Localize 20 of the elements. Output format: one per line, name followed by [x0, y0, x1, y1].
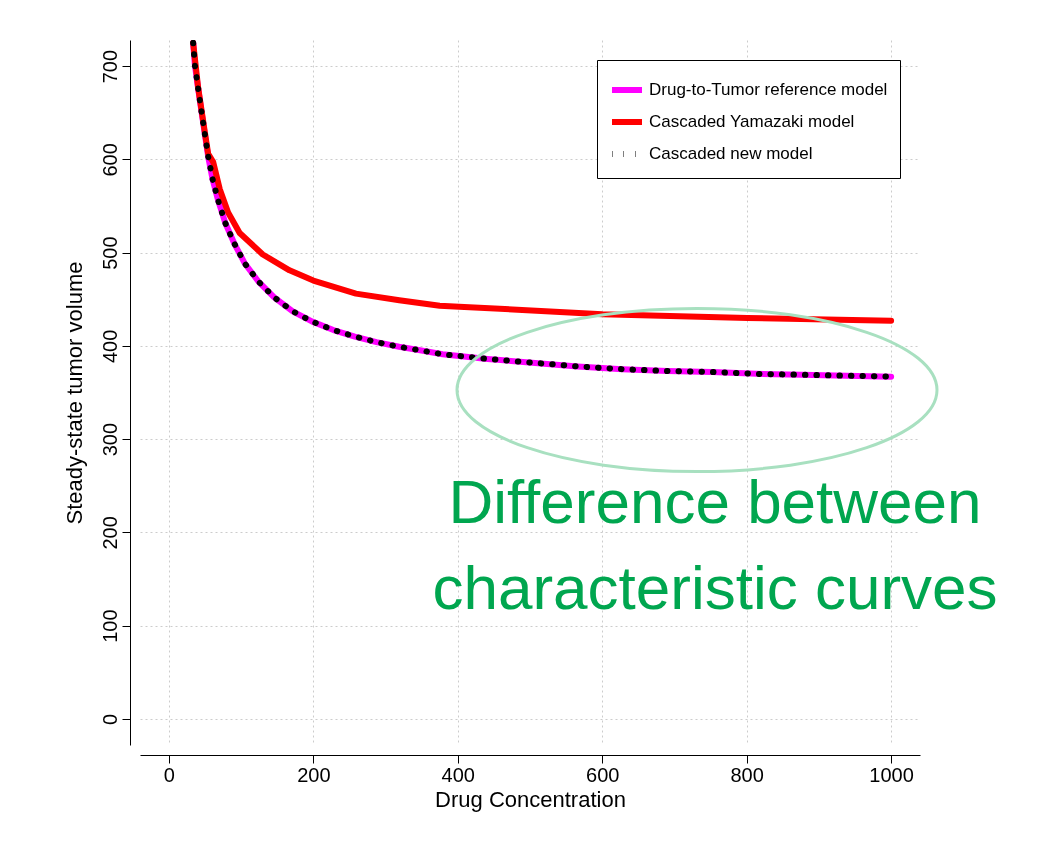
x-tick-label: 200: [297, 763, 331, 786]
x-tick-label: 600: [586, 763, 620, 786]
y-tick-label: 300: [98, 422, 121, 457]
x-tick-label: 0: [163, 763, 175, 786]
legend-label: Cascaded new model: [649, 144, 813, 163]
legend-label: Drug-to-Tumor reference model: [649, 80, 888, 99]
y-tick-label: 700: [98, 49, 121, 84]
y-tick-label: 0: [98, 713, 121, 725]
y-tick-label: 600: [98, 143, 121, 177]
annotation: Difference between characteristic curves: [432, 467, 998, 622]
y-tick-label: 400: [98, 329, 121, 364]
y-tick-label: 200: [98, 516, 121, 550]
x-axis-title: Drug Concentration: [435, 786, 626, 812]
y-tick-label: 100: [98, 609, 121, 643]
x-tick-label: 400: [441, 763, 475, 786]
y-axis-title: Steady-state tumor volume: [61, 261, 87, 525]
x-tick-label: 800: [730, 763, 764, 786]
y-tick-label: 500: [98, 236, 121, 270]
legend-label: Cascaded Yamazaki model: [649, 112, 855, 131]
x-tick-label: 1000: [869, 763, 914, 786]
